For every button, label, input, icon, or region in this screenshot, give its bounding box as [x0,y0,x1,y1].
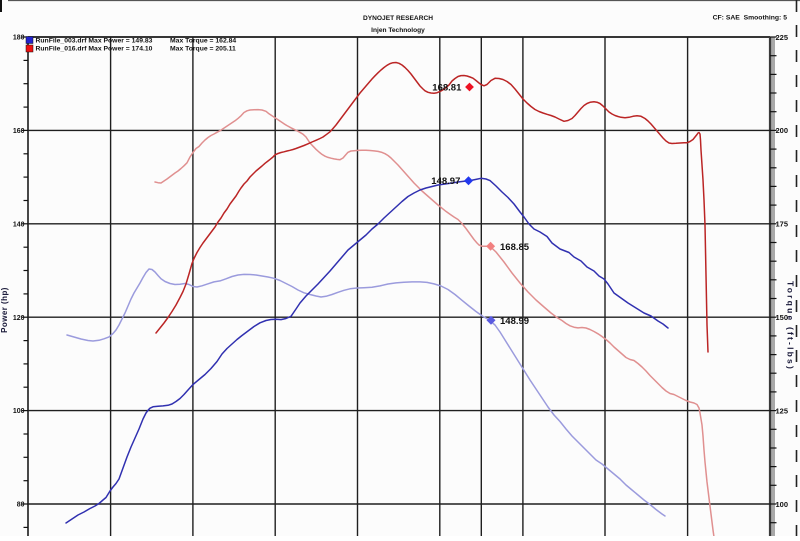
svg-text:Power (hp): Power (hp) [0,287,9,333]
svg-text:180: 180 [13,35,25,42]
svg-text:200: 200 [776,126,789,135]
svg-text:160: 160 [13,128,25,135]
svg-text:175: 175 [776,220,789,229]
svg-text:168.81: 168.81 [432,83,464,94]
svg-text:RunFile_016.drf Max Power = 17: RunFile_016.drf Max Power = 174.10 Max To… [36,45,237,52]
svg-text:Torque (ft-lbs): Torque (ft-lbs) [786,281,796,371]
svg-text:225: 225 [776,33,789,42]
svg-text:100: 100 [13,408,25,415]
svg-text:148.99: 148.99 [500,316,529,327]
svg-text:Injen Technology: Injen Technology [371,27,425,34]
svg-text:100: 100 [776,500,789,509]
svg-text:DYNOJET RESEARCH: DYNOJET RESEARCH [363,15,433,22]
svg-text:150: 150 [776,313,789,322]
svg-text:CF: SAE Smoothing: 5: CF: SAE Smoothing: 5 [713,15,788,22]
svg-text:120: 120 [13,315,25,322]
svg-text:140: 140 [13,221,25,228]
svg-text:148.97: 148.97 [431,176,463,187]
svg-text:125: 125 [776,406,789,415]
svg-text:RunFile_003.drf Max Power = 14: RunFile_003.drf Max Power = 149.83 Max To… [36,37,237,44]
svg-text:168.85: 168.85 [500,242,530,253]
svg-text:80: 80 [17,502,25,509]
